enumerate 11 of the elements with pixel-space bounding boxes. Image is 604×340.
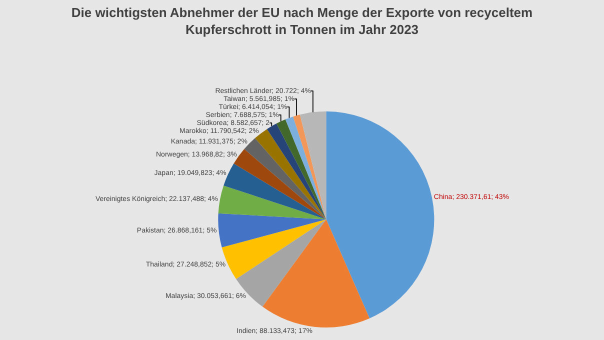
pie-slice (285, 116, 326, 220)
chart-title: Die wichtigsten Abnehmer der EU nach Menge der Exporte von recyceltem Kupferschrott in Tonnen im Jahr 2023 (71, 5, 533, 37)
pie-slice (300, 111, 326, 220)
pie-slice (266, 124, 326, 220)
pie-slice (218, 186, 326, 220)
pie-slice (293, 114, 326, 220)
pie-slice (276, 119, 326, 220)
pie-slice (326, 111, 434, 318)
pie-slice (236, 219, 326, 307)
pie-slice (262, 219, 370, 328)
pie-slice (218, 213, 326, 248)
